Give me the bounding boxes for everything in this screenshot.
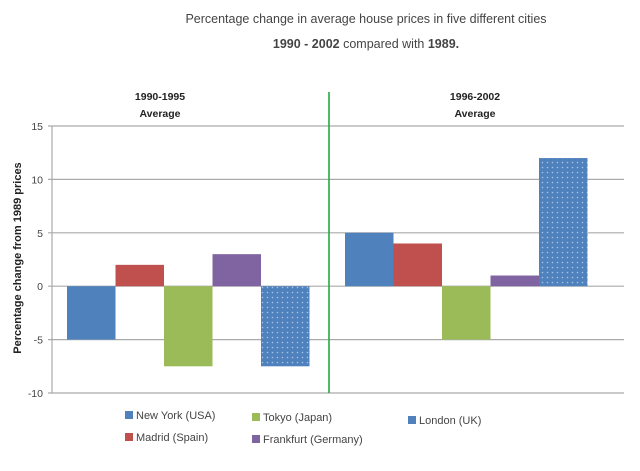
bar-madrid-spain-2 [393,243,442,287]
bar-tokyo-japan-1 [164,286,213,367]
category-label-2: 1996-2002 [450,91,500,103]
subtitle-part: 1990 - 2002 [273,37,340,51]
bar-tokyo-japan-2 [442,286,491,340]
subtitle-part: compared with [340,37,428,51]
legend-swatch [125,433,133,441]
bar-new-york-usa-1 [67,286,116,340]
y-axis-label: Percentage change from 1989 prices [12,162,24,353]
bar-frankfurt-germany-2 [490,275,539,287]
legend-label: London (UK) [419,415,481,427]
legend-label: Frankfurt (Germany) [263,434,363,446]
y-tick-label: 0 [37,281,43,293]
y-tick-label: 5 [37,228,43,240]
bar-frankfurt-germany-1 [212,254,261,287]
legend-swatch [252,413,260,421]
legend-label: Tokyo (Japan) [263,412,332,424]
category-label-2-sub: Average [454,108,495,120]
category-label-1: 1990-1995 [135,91,185,103]
y-tick-label: -10 [28,388,43,400]
legend-swatch [408,416,416,424]
legend-label: Madrid (Spain) [136,432,208,444]
category-label-1-sub: Average [139,108,180,120]
y-tick-label: 10 [31,174,43,186]
y-tick-label: -5 [34,335,43,347]
bar-new-york-usa-2 [345,232,394,287]
chart-title: Percentage change in average house price… [185,12,546,26]
bar-london-uk-2 [539,158,588,287]
chart-subtitle: 1990 - 2002 compared with 1989. [273,37,459,51]
y-tick-label: 15 [31,121,43,133]
legend-label: New York (USA) [136,410,215,422]
bar-london-uk-1 [261,286,310,367]
legend-swatch [252,435,260,443]
subtitle-part: 1989. [428,37,459,51]
legend-swatch [125,411,133,419]
bar-madrid-spain-1 [115,264,164,287]
